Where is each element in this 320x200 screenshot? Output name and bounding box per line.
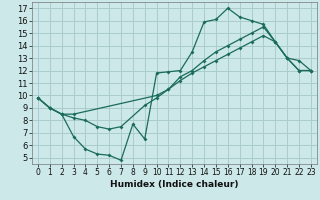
X-axis label: Humidex (Indice chaleur): Humidex (Indice chaleur) [110,180,239,189]
